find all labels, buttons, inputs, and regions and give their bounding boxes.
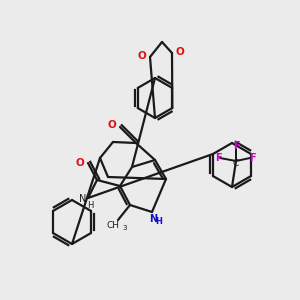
Text: F: F [233, 141, 239, 151]
Text: N: N [79, 194, 87, 204]
Text: F: F [249, 153, 255, 163]
Text: N: N [149, 214, 157, 224]
Text: H: H [156, 218, 162, 226]
Text: H: H [87, 200, 93, 209]
Text: C: C [233, 158, 239, 167]
Text: 3: 3 [123, 225, 127, 231]
Text: O: O [176, 47, 184, 57]
Text: O: O [108, 120, 116, 130]
Text: F: F [215, 153, 221, 163]
Text: CH: CH [106, 221, 119, 230]
Text: O: O [138, 51, 146, 61]
Text: O: O [76, 158, 84, 168]
